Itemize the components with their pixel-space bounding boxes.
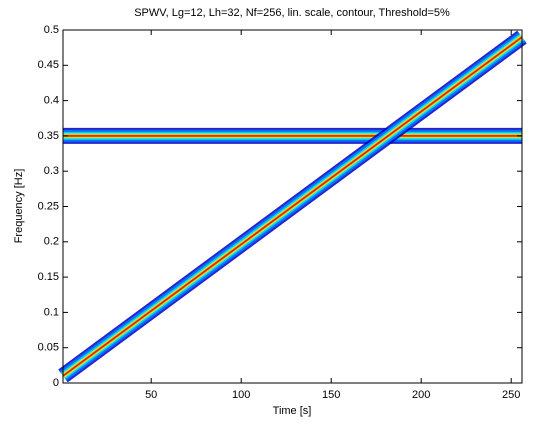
y-tick-label: 0.05 <box>38 342 59 354</box>
x-tick-label: 250 <box>502 389 520 401</box>
x-tick-label: 200 <box>412 389 430 401</box>
x-tick-label: 150 <box>322 389 340 401</box>
y-tick-label: 0.25 <box>38 200 59 212</box>
x-tick-label: 50 <box>145 389 157 401</box>
plot-area <box>58 30 527 383</box>
x-tick-label: 100 <box>232 389 250 401</box>
y-tick-label: 0 <box>53 377 59 389</box>
y-tick-label: 0.35 <box>38 130 59 142</box>
y-tick-label: 0.1 <box>44 306 59 318</box>
y-tick-label: 0.5 <box>44 24 59 36</box>
chart-title: SPWV, Lg=12, Lh=32, Nf=256, lin. scale, … <box>134 7 450 19</box>
y-axis-label: Frequency [Hz] <box>13 169 25 244</box>
y-tick-label: 0.15 <box>38 271 59 283</box>
x-axis-label: Time [s] <box>273 405 312 417</box>
y-tick-label: 0.2 <box>44 236 59 248</box>
y-tick-label: 0.3 <box>44 165 59 177</box>
y-tick-label: 0.45 <box>38 59 59 71</box>
contour-ridge <box>62 36 523 377</box>
y-tick-label: 0.4 <box>44 95 59 107</box>
